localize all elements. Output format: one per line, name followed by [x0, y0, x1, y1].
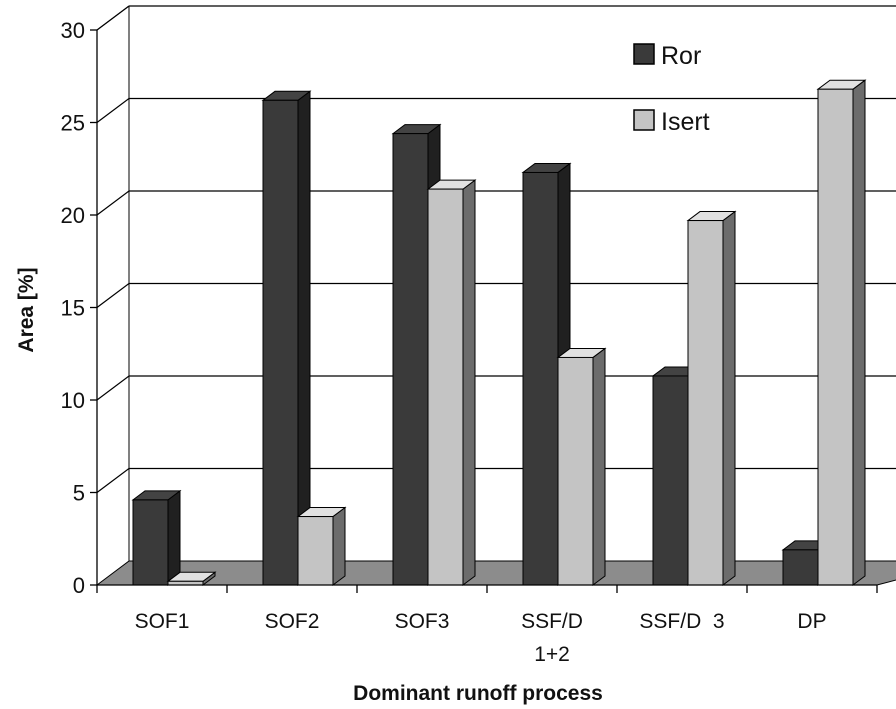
x-axis: SOF1 SOF2 SOF3 SSF/D 1+2 SSF/D 3 DP — [97, 585, 877, 666]
gridline-slant — [97, 99, 129, 123]
y-tick-label: 20 — [61, 203, 85, 228]
bar-ror-sof2 — [263, 91, 310, 585]
bar-isert-ssf-d-1-2 — [558, 348, 605, 585]
gridline-slant — [97, 191, 129, 215]
gridline-slant — [97, 284, 129, 308]
back-wall — [97, 6, 129, 561]
gridline-slant — [97, 376, 129, 400]
y-tick-label: 0 — [73, 573, 85, 598]
x-tick-label: SOF1 — [135, 610, 190, 633]
x-axis-title: Dominant runoff process — [353, 682, 603, 705]
y-axis: 0 5 10 15 20 25 30 — [61, 18, 97, 598]
x-tick-label: SSF/D 1+2 — [521, 610, 583, 666]
x-tick-label: SOF3 — [395, 610, 450, 633]
legend-label-ror: Ror — [661, 42, 701, 70]
bar-ror-sof1 — [133, 491, 180, 585]
gridline-slant — [97, 6, 129, 30]
bar-isert-sof3 — [428, 180, 475, 585]
legend-swatch-ror — [634, 44, 654, 64]
y-tick-label: 25 — [61, 111, 85, 136]
bars — [133, 80, 865, 585]
legend: Ror Isert — [634, 42, 710, 136]
y-tick-label: 10 — [61, 388, 85, 413]
bar-isert-dp — [818, 80, 865, 585]
x-tick-label: DP — [797, 610, 826, 633]
x-tick-label: SSF/D 3 — [639, 610, 724, 633]
bar-isert-sof2 — [298, 508, 345, 585]
y-tick-label: 30 — [61, 18, 85, 43]
floor — [97, 561, 896, 585]
legend-label-isert: Isert — [661, 108, 710, 136]
y-axis-title: Area [%] — [15, 267, 38, 352]
legend-swatch-isert — [634, 110, 654, 130]
gridlines — [97, 6, 896, 493]
gridline-slant — [97, 469, 129, 493]
y-tick-label: 5 — [73, 481, 85, 506]
y-tick-label: 15 — [61, 296, 85, 321]
bar-isert-ssf-d-3 — [688, 212, 735, 585]
chart-floor — [97, 561, 896, 585]
x-tick-label: SOF2 — [265, 610, 320, 633]
